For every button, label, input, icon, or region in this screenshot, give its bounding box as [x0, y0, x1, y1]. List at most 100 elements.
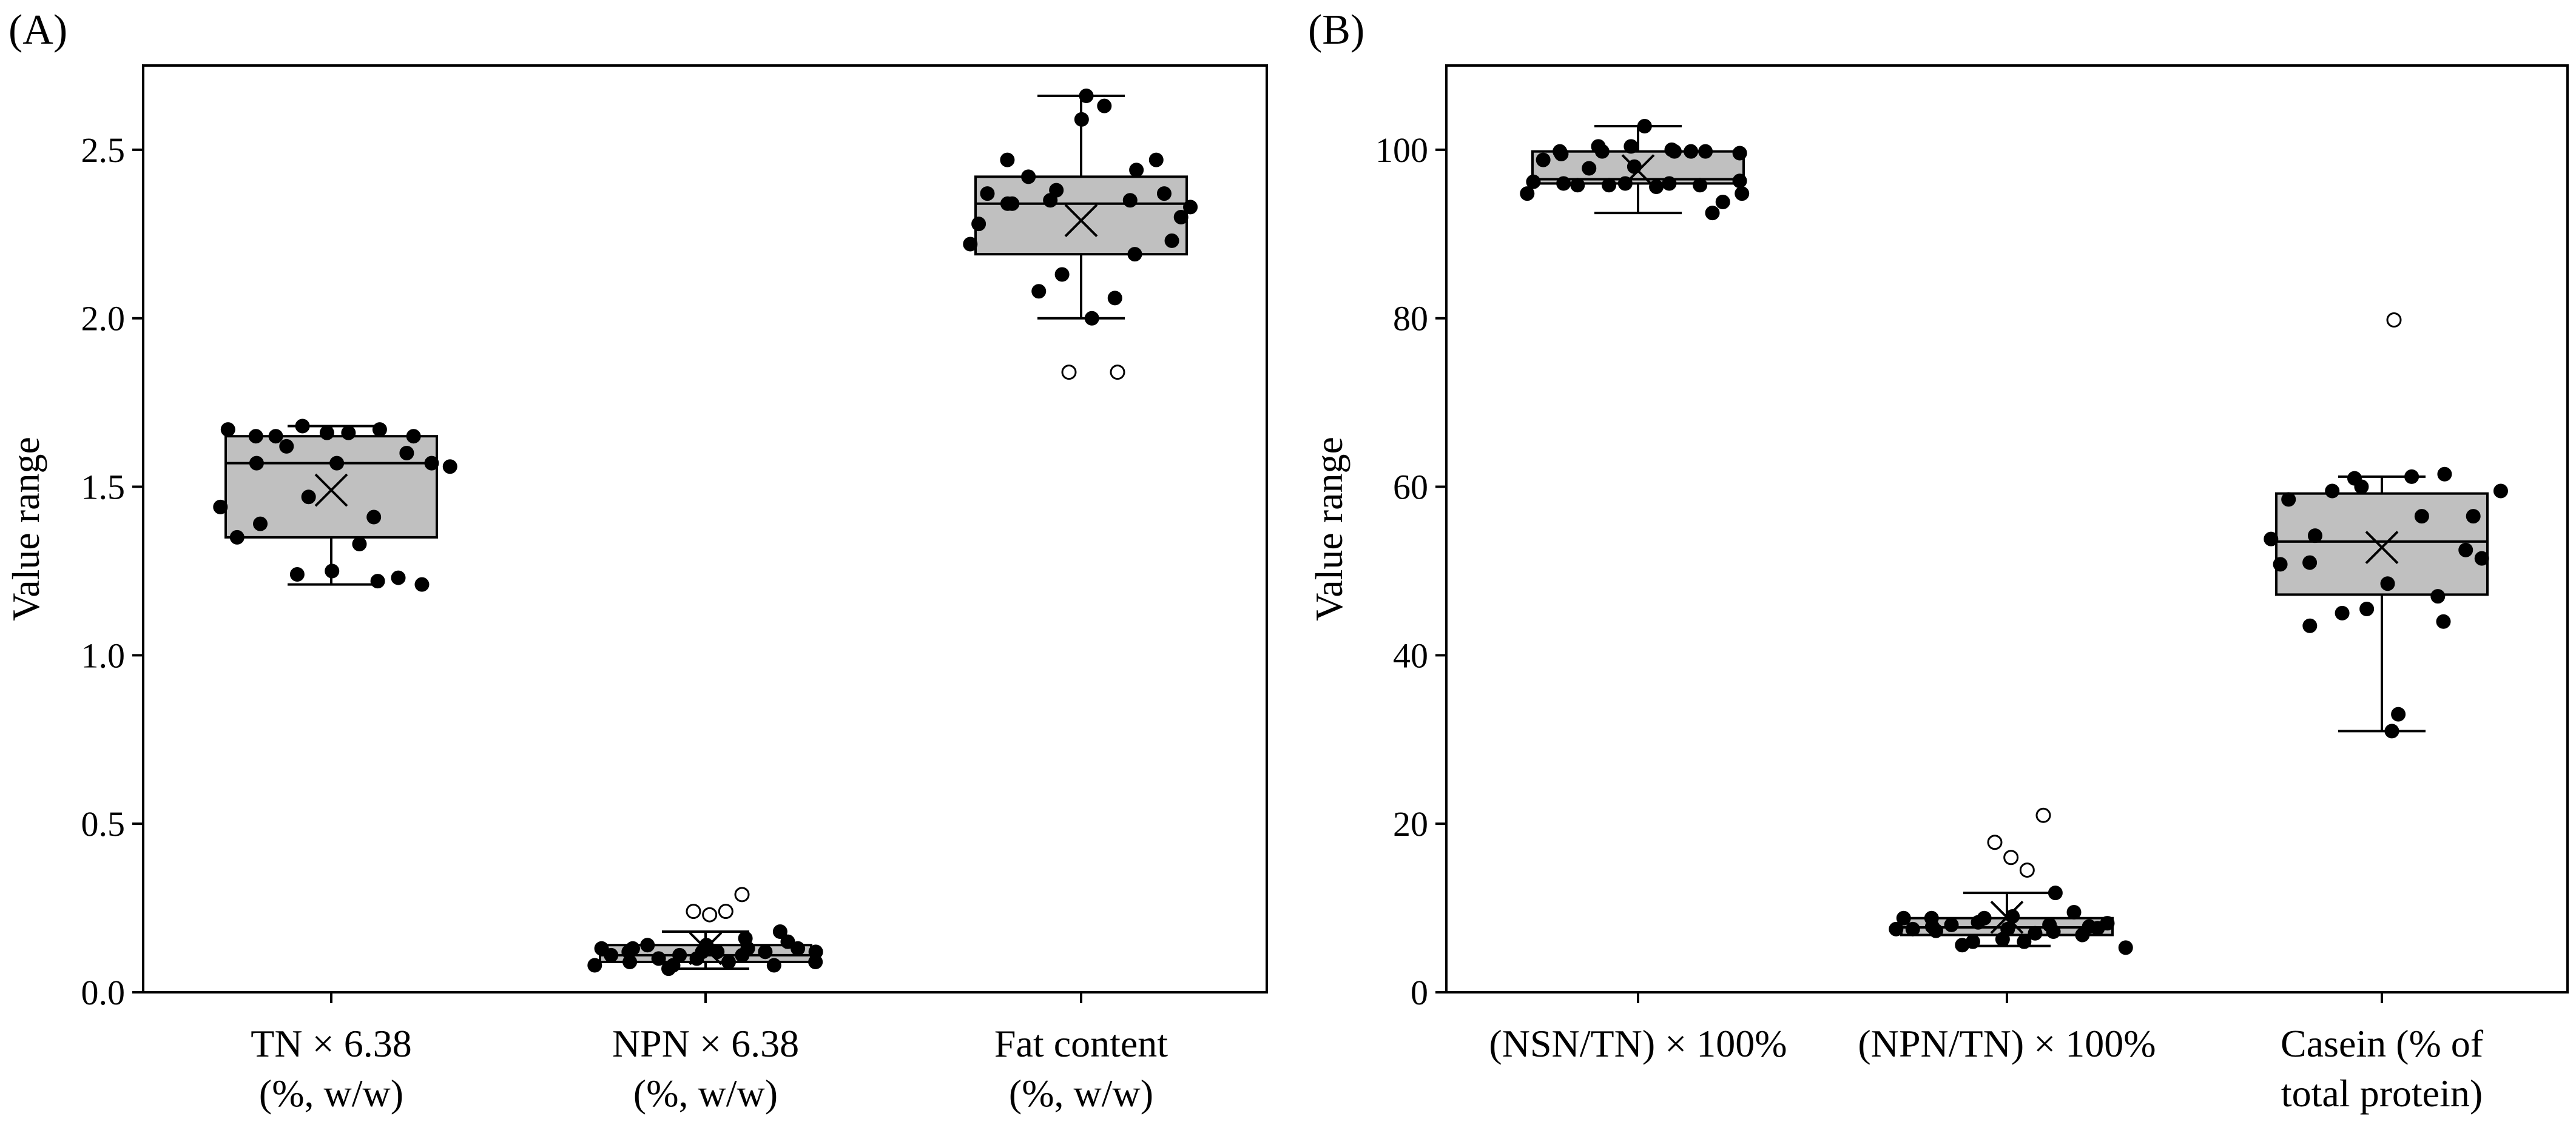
data-point [758, 944, 773, 960]
data-point [414, 577, 430, 592]
data-point [1995, 932, 2010, 947]
data-point [352, 537, 367, 552]
panel-b-y-ticks: 0 20 40 60 80 100 [1375, 130, 2383, 1012]
panel-a-label: (A) [8, 7, 67, 53]
outlier-point [2386, 312, 2402, 328]
category-label-line1: (NSN/TN) × 100% [1489, 1022, 1787, 1065]
data-point [341, 425, 356, 440]
data-point [1594, 144, 1610, 159]
box-group [1520, 119, 1750, 221]
category-label-line1: Casein (% of [2281, 1022, 2484, 1065]
outlier-point [1061, 365, 1077, 380]
category-label-line2: (%, w/w) [1009, 1072, 1153, 1115]
outlier-point [1110, 365, 1125, 380]
data-point [1637, 119, 1652, 134]
data-point [791, 941, 806, 956]
category-label-line1: Fat content [994, 1022, 1168, 1065]
data-point [2391, 707, 2406, 722]
data-point [1944, 917, 1959, 932]
data-point [1079, 89, 1094, 104]
data-point [1074, 112, 1089, 127]
data-point [699, 938, 714, 953]
data-point [1553, 144, 1568, 159]
data-point [587, 958, 602, 973]
box-group [213, 419, 457, 592]
data-point [1617, 176, 1633, 191]
mean-marker-stroke [314, 473, 348, 507]
data-point [2414, 509, 2429, 524]
data-point [1684, 144, 1699, 159]
data-point [710, 944, 725, 960]
data-point [689, 951, 704, 966]
outlier-point [718, 904, 733, 920]
data-point [295, 419, 310, 434]
y-tick-label: 1.0 [81, 636, 126, 675]
data-point [2359, 601, 2375, 616]
data-point [1889, 921, 1904, 936]
data-point [1156, 186, 1172, 201]
data-point [1173, 210, 1189, 225]
data-point [1570, 178, 1585, 193]
data-point [1031, 284, 1047, 299]
data-point [366, 509, 382, 525]
data-point [625, 941, 640, 956]
data-point [370, 574, 385, 589]
data-point [1705, 206, 1720, 221]
data-point [2066, 905, 2082, 920]
data-point [1664, 142, 1679, 157]
category-label-line1: NPN × 6.38 [612, 1022, 799, 1065]
data-point [2437, 466, 2452, 482]
data-point [2048, 886, 2063, 901]
data-point [289, 567, 305, 582]
y-tick-label: 80 [1393, 299, 1428, 338]
data-point [1005, 196, 1020, 211]
y-tick-label: 60 [1393, 468, 1428, 507]
data-point [980, 186, 995, 201]
data-point [594, 941, 609, 956]
data-point [1929, 923, 1944, 938]
data-point [1627, 159, 1642, 174]
data-point [1084, 311, 1099, 326]
data-point [2325, 483, 2340, 499]
data-point [329, 456, 345, 471]
outlier-point [2003, 850, 2019, 866]
data-point [2281, 492, 2296, 507]
y-tick-label: 2.5 [81, 130, 126, 170]
data-point [391, 570, 406, 585]
data-point [1693, 178, 1708, 193]
data-point [1602, 178, 1617, 193]
data-point [1148, 152, 1164, 167]
data-point [780, 934, 795, 949]
data-point [1049, 183, 1064, 198]
data-point [971, 217, 986, 232]
data-point [1000, 152, 1015, 167]
data-point [1129, 163, 1144, 178]
panel-b-category-labels: (NSN/TN) × 100% (NPN/TN) × 100% Casein (% … [1489, 1022, 2483, 1115]
data-point [1735, 186, 1750, 201]
data-point [1896, 910, 1911, 926]
category-label-line1: TN × 6.38 [251, 1022, 411, 1065]
data-point [1924, 910, 1939, 926]
data-point [2354, 479, 2369, 494]
data-point [399, 445, 414, 460]
data-point [1715, 195, 1730, 210]
data-point [2118, 940, 2133, 955]
data-point [1582, 161, 1597, 176]
panel-a: (A) Value range 0.0 0.5 1.0 1.5 2.0 2.5 TN × … [4, 7, 1268, 1115]
y-tick-label: 20 [1393, 804, 1428, 844]
data-point [220, 422, 235, 437]
category-label-line2: (%, w/w) [259, 1072, 403, 1115]
data-point [672, 947, 687, 963]
data-point [1698, 144, 1713, 159]
data-point [2458, 542, 2473, 557]
data-point [424, 456, 439, 471]
data-point [1536, 152, 1551, 167]
data-point [1732, 146, 1747, 161]
category-label-line2: total protein) [2281, 1072, 2483, 1115]
outlier-point [734, 887, 750, 903]
data-point [1623, 139, 1639, 154]
data-point [1556, 176, 1571, 191]
data-point [2436, 614, 2451, 629]
outlier-point [2019, 862, 2035, 878]
data-point [2307, 528, 2322, 543]
